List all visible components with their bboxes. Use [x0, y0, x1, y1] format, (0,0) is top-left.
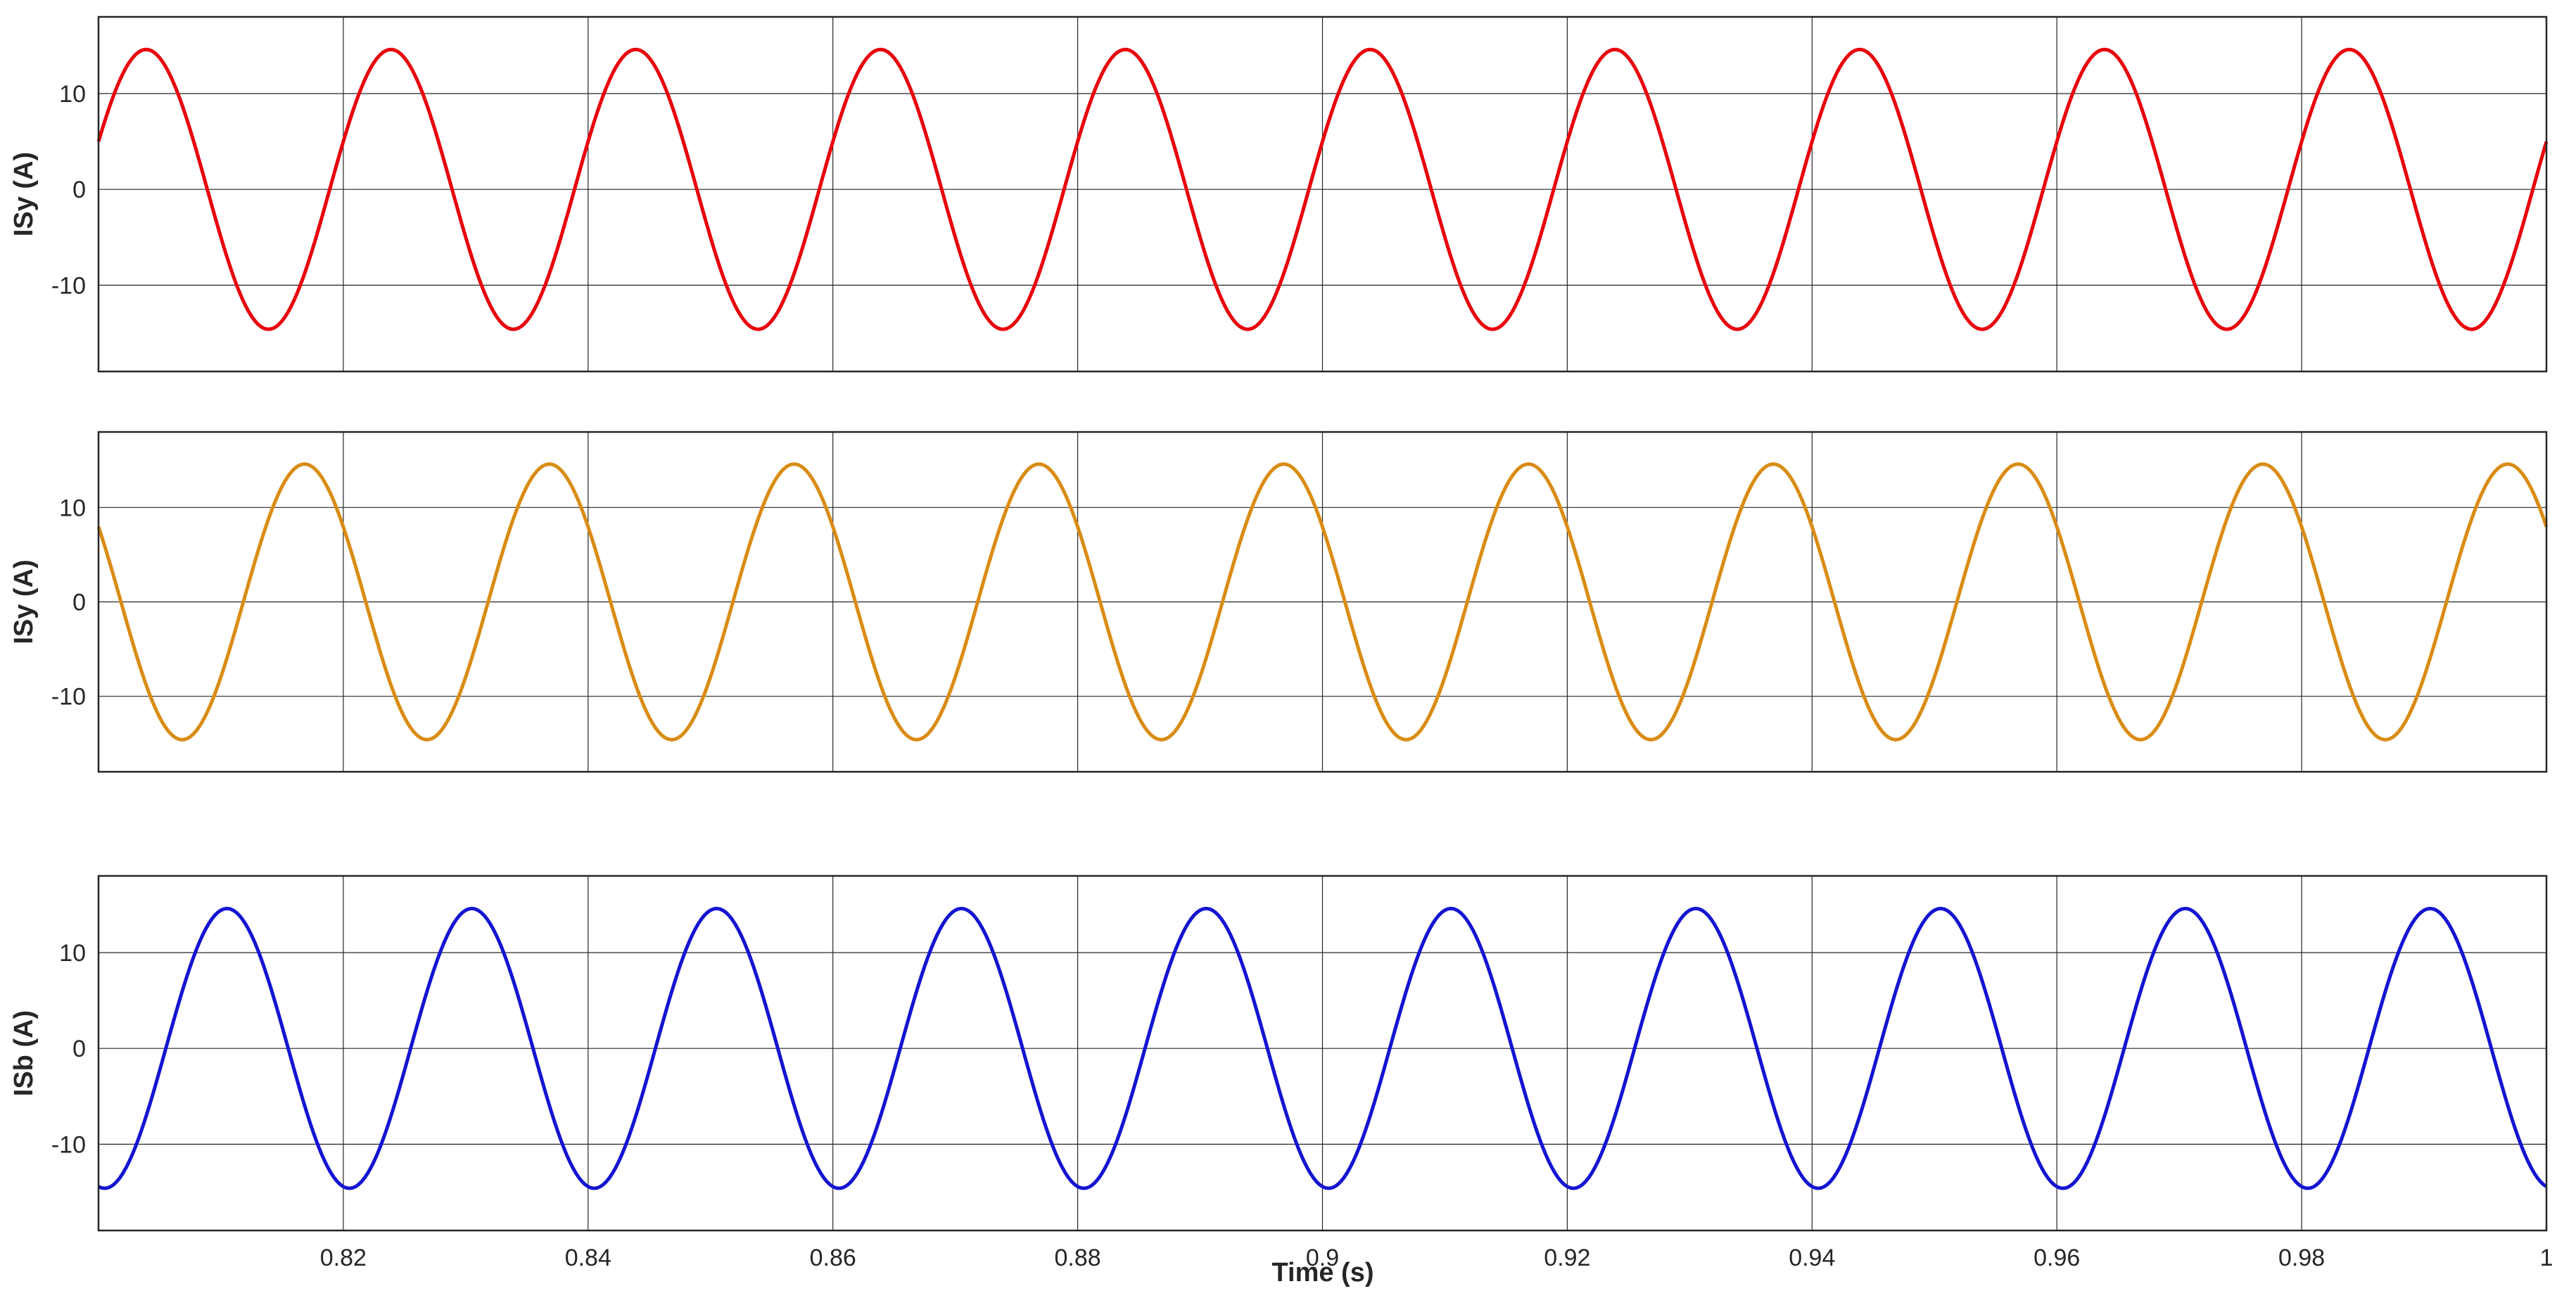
x-tick-label: 0.9: [1306, 1245, 1339, 1271]
y-tick-label: 10: [59, 940, 86, 967]
plot-panel-isy-red: -10 0 10 ISy (A): [9, 15, 2549, 373]
x-tick-label: 0.88: [1055, 1245, 1101, 1271]
x-tick-label: 0.84: [565, 1245, 611, 1271]
x-axis-label: Time (s): [1271, 1258, 1373, 1287]
y-tick-label: 10: [59, 81, 86, 108]
plot-frame: [97, 15, 2548, 373]
y-tick-label: -10: [51, 684, 86, 711]
y-tick-label: 0: [72, 590, 86, 616]
series-line: [98, 906, 2548, 1190]
y-tick-label: -10: [51, 1131, 86, 1158]
series-line: [96, 47, 2549, 331]
y-tick-label: 0: [72, 177, 86, 203]
plot-frame: [97, 875, 2548, 1232]
x-tick-label: 0.92: [1544, 1245, 1590, 1271]
y-axis-label: ISy (A): [9, 152, 39, 236]
y-tick-label: -10: [51, 272, 86, 299]
x-tick-label: 0.96: [2033, 1245, 2080, 1271]
x-tick-label: 1: [2540, 1245, 2553, 1271]
y-axis-label: ISb (A): [9, 1010, 39, 1096]
x-tick-label: 0.98: [2278, 1245, 2325, 1271]
plot-panel-isb-blue: -10 0 10 ISb (A) 0.82 0.84 0.86 0.88 0.9 0.92 0.94…: [9, 875, 2553, 1271]
y-tick-label: 10: [59, 495, 86, 521]
x-tick-label: 0.94: [1789, 1245, 1835, 1271]
x-tick-label: 0.82: [320, 1245, 367, 1271]
plot-frame: [97, 431, 2548, 773]
x-tick-label: 0.86: [810, 1245, 856, 1271]
y-tick-label: 0: [72, 1036, 86, 1062]
series-line: [96, 462, 2549, 742]
y-axis-label: ISy (A): [9, 559, 39, 644]
plot-panel-isy-orange: -10 0 10 ISy (A): [9, 431, 2549, 773]
